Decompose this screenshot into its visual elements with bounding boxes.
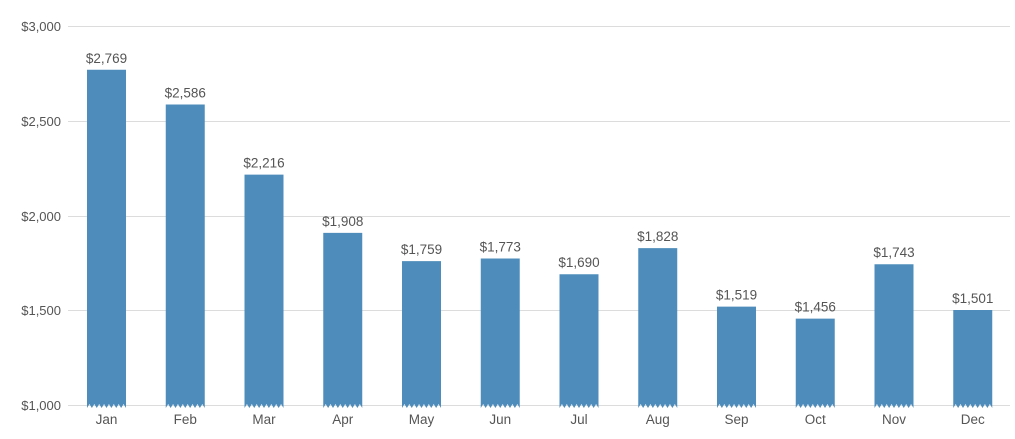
bar-feb — [165, 104, 205, 408]
data-labels: $2,769 $2,586 $2,216 $1,908 $1,759 $1,773 $1,6… — [86, 51, 994, 315]
y-tick-label: $1,000 — [21, 398, 61, 413]
data-label-jul: $1,690 — [558, 255, 599, 270]
x-tick-label-jul: Jul — [570, 412, 587, 427]
gridlines — [68, 26, 1010, 406]
bar-sep — [717, 306, 756, 408]
bar-apr — [323, 232, 363, 408]
bar-dec — [953, 310, 993, 408]
data-label-dec: $1,501 — [952, 291, 993, 306]
y-axis: $1,000 $1,500 $2,000 $2,500 $3,000 — [21, 19, 61, 413]
x-tick-label-sep: Sep — [724, 412, 748, 427]
x-tick-label-nov: Nov — [882, 412, 906, 427]
bar-nov — [874, 264, 914, 408]
data-label-mar: $2,216 — [243, 156, 284, 171]
data-label-apr: $1,908 — [322, 214, 363, 229]
y-tick-label: $2,000 — [21, 209, 61, 224]
x-tick-label-jun: Jun — [489, 412, 511, 427]
data-label-jun: $1,773 — [480, 240, 521, 255]
data-label-jan: $2,769 — [86, 51, 127, 66]
x-tick-label-feb: Feb — [174, 412, 197, 427]
bars — [87, 69, 993, 408]
data-label-sep: $1,519 — [716, 288, 757, 303]
bar-jul — [559, 274, 599, 408]
x-tick-label-dec: Dec — [961, 412, 985, 427]
y-tick-label: $2,500 — [21, 114, 61, 129]
y-tick-label: $3,000 — [21, 19, 61, 34]
bar-aug — [638, 248, 678, 408]
bar-may — [402, 261, 441, 408]
bar-mar — [244, 174, 284, 408]
bar-jun — [480, 258, 520, 408]
x-tick-label-aug: Aug — [646, 412, 670, 427]
bar-jan — [87, 69, 126, 408]
y-tick-label: $1,500 — [21, 303, 61, 318]
data-label-oct: $1,456 — [795, 300, 836, 315]
x-tick-label-jan: Jan — [96, 412, 118, 427]
x-tick-label-mar: Mar — [252, 412, 276, 427]
bar-oct — [795, 318, 835, 408]
x-tick-label-may: May — [409, 412, 435, 427]
data-label-feb: $2,586 — [165, 85, 206, 100]
x-tick-label-apr: Apr — [332, 412, 354, 427]
x-tick-label-oct: Oct — [805, 412, 826, 427]
data-label-nov: $1,743 — [873, 245, 914, 260]
data-label-aug: $1,828 — [637, 229, 678, 244]
x-axis: Jan Feb Mar Apr May Jun Jul Aug Sep Oct Nov Dec — [96, 412, 985, 427]
data-label-may: $1,759 — [401, 242, 442, 257]
